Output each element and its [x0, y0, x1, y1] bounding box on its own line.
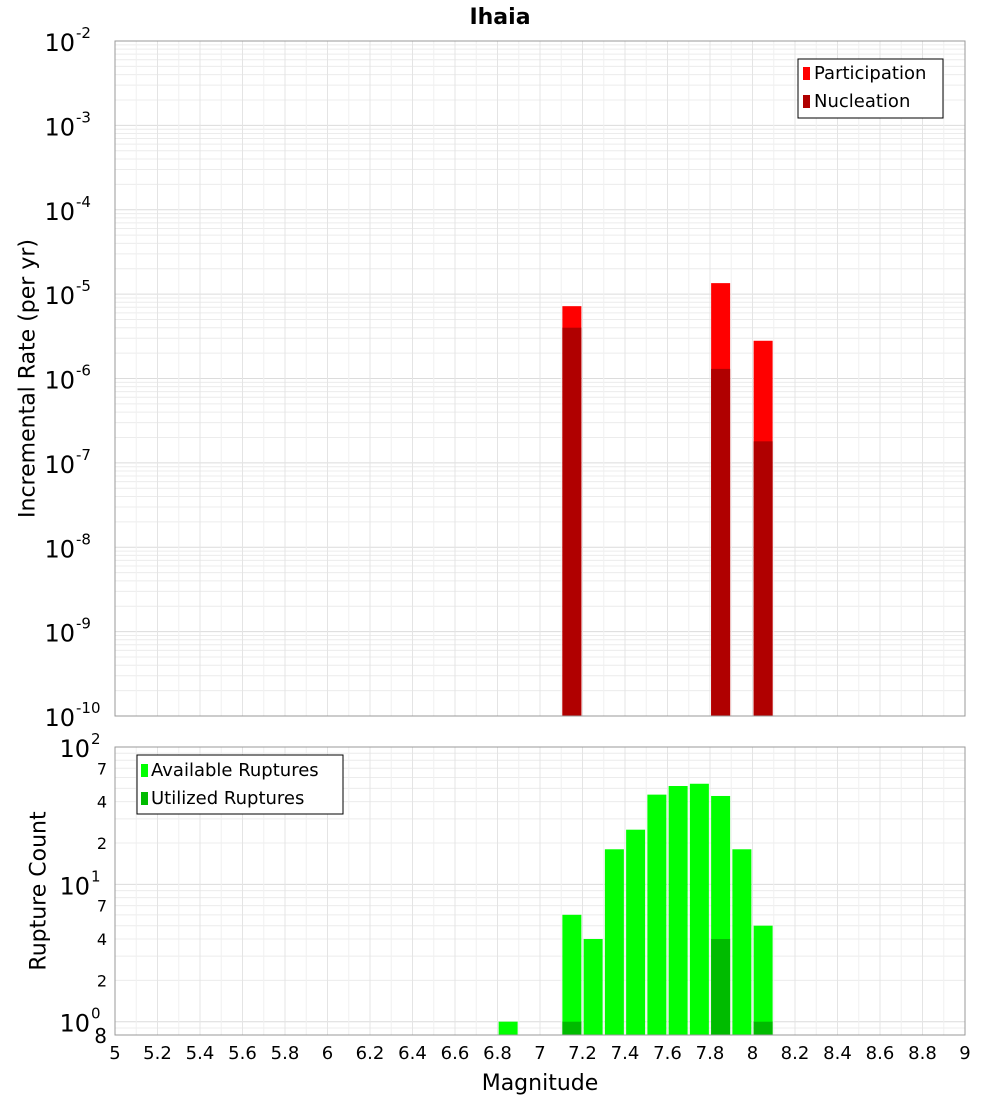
y-tick-exponent: -4: [76, 193, 91, 211]
y-tick-label: 2: [97, 834, 107, 853]
y-tick-exponent: -9: [76, 615, 91, 633]
x-tick-label: 6.2: [356, 1043, 385, 1064]
available-ruptures-bar: [647, 794, 667, 1035]
x-tick-label: 7.8: [696, 1043, 725, 1064]
nucleation-bar: [711, 368, 731, 716]
y-tick-label: 10: [44, 198, 75, 226]
legend-swatch-utilized: [141, 792, 148, 805]
rate-panel: 10-210-310-410-510-610-710-810-910-10 In…: [16, 24, 966, 732]
y-tick-label: 10: [44, 282, 75, 310]
y-tick-exponent: 2: [91, 730, 101, 748]
count-legend: Available Ruptures Utilized Ruptures: [136, 754, 344, 815]
chart-title: Ihaia: [469, 5, 530, 30]
x-tick-label: 6.8: [483, 1043, 512, 1064]
y-tick-exponent: 1: [91, 867, 101, 885]
legend-label-nucleation: Nucleation: [814, 91, 910, 112]
nucleation-bar: [753, 441, 773, 716]
rate-bars: [562, 283, 773, 716]
x-tick-label: 7: [534, 1043, 545, 1064]
x-tick-label: 5: [109, 1043, 120, 1064]
legend-label-utilized: Utilized Ruptures: [151, 788, 304, 809]
y-tick-label: 7: [97, 897, 107, 916]
x-tick-label: 5.2: [143, 1043, 172, 1064]
y-tick-label: 10: [59, 735, 90, 763]
y-tick-exponent: -10: [76, 699, 101, 717]
y-tick-label: 10: [44, 451, 75, 479]
y-tick-exponent: -3: [76, 108, 91, 126]
x-tick-label: 5.8: [271, 1043, 300, 1064]
count-plot-frame: [114, 746, 966, 1036]
y-tick-label: 2: [97, 971, 107, 990]
rate-y-axis-label: Incremental Rate (per yr): [16, 239, 41, 518]
x-axis-label: Magnitude: [482, 1071, 599, 1096]
nucleation-bar: [562, 327, 582, 716]
y-tick-label: 10: [44, 620, 75, 648]
available-ruptures-bar: [753, 925, 773, 1035]
available-ruptures-bar: [604, 849, 624, 1035]
x-tick-label: 8.6: [866, 1043, 895, 1064]
y-tick-label: 4: [97, 793, 107, 812]
y-tick-exponent: -7: [76, 446, 91, 464]
count-legend-box: [136, 754, 344, 815]
x-tick-label: 8.8: [908, 1043, 937, 1064]
available-ruptures-bar: [583, 939, 603, 1035]
x-tick-label: 8.4: [823, 1043, 852, 1064]
x-tick-label: 8: [747, 1043, 758, 1064]
y-tick-exponent: -5: [76, 277, 91, 295]
available-ruptures-bar: [562, 914, 582, 1035]
rate-legend-box: [797, 58, 944, 119]
available-ruptures-bar: [626, 829, 646, 1035]
x-tick-label: 5.4: [186, 1043, 215, 1064]
x-tick-label: 7.4: [611, 1043, 640, 1064]
count-bars: [498, 783, 773, 1035]
y-tick-label: 10: [44, 535, 75, 563]
y-tick-exponent: 0: [91, 1005, 101, 1023]
y-tick-label: 4: [97, 930, 107, 949]
y-tick-exponent: -8: [76, 530, 91, 548]
x-tick-label: 7.2: [568, 1043, 597, 1064]
y-tick-label: 8: [94, 1024, 107, 1048]
x-tick-label: 6: [322, 1043, 333, 1064]
y-tick-label: 10: [59, 1010, 90, 1038]
count-y-axis-label: Rupture Count: [27, 811, 52, 971]
legend-swatch-available: [141, 764, 148, 777]
count-grid: [114, 747, 966, 1036]
legend-label-participation: Participation: [814, 63, 926, 84]
legend-label-available: Available Ruptures: [151, 760, 319, 781]
x-tick-label: 8.2: [781, 1043, 810, 1064]
available-ruptures-bar: [668, 786, 688, 1035]
rate-legend: Participation Nucleation: [797, 58, 944, 119]
y-tick-label: 10: [44, 704, 75, 732]
count-x-ticks: 5 5.2 5.4 5.6 5.8 6 6.2 6.4 6.6 6.8 7 7.2 7.4 7.6 7.8 8…: [109, 1043, 970, 1064]
legend-swatch-nucleation: [803, 95, 810, 108]
x-tick-label: 9: [959, 1043, 970, 1064]
rate-grid: [114, 41, 966, 717]
y-tick-label: 7: [97, 759, 107, 778]
y-tick-label: 10: [59, 872, 90, 900]
rate-plot-frame: [114, 40, 966, 717]
utilized-ruptures-bar: [753, 1021, 773, 1035]
legend-swatch-participation: [803, 67, 810, 80]
x-tick-label: 5.6: [228, 1043, 257, 1064]
y-tick-exponent: -6: [76, 362, 91, 380]
utilized-ruptures-bar: [711, 939, 731, 1035]
available-ruptures-bar: [498, 1021, 518, 1035]
x-tick-label: 6.6: [441, 1043, 470, 1064]
utilized-ruptures-bar: [562, 1021, 582, 1035]
x-tick-label: 6.4: [398, 1043, 427, 1064]
y-tick-exponent: -2: [76, 24, 91, 42]
available-ruptures-bar: [689, 783, 709, 1035]
y-tick-label: 10: [44, 113, 75, 141]
rate-y-ticks: 10-210-310-410-510-610-710-810-910-10: [44, 24, 100, 732]
x-tick-label: 7.6: [653, 1043, 682, 1064]
y-tick-label: 10: [44, 367, 75, 395]
y-tick-label: 10: [44, 29, 75, 57]
available-ruptures-bar: [732, 849, 752, 1035]
